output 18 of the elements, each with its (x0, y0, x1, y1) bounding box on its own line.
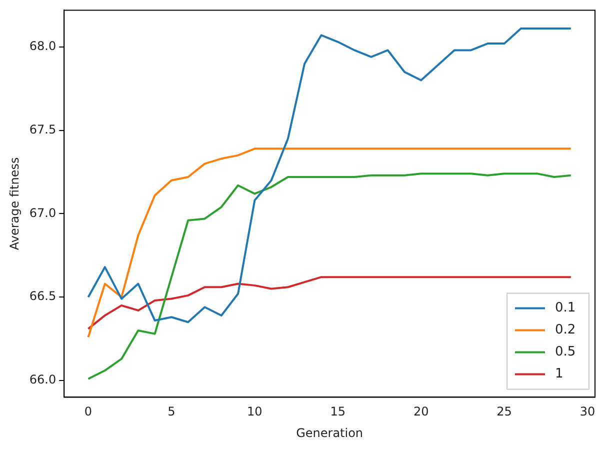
x-tick-label: 30 (580, 404, 596, 419)
y-tick-label: 67.0 (29, 206, 56, 220)
legend-label: 0.2 (555, 322, 576, 338)
y-tick-label: 66.0 (29, 372, 56, 387)
x-tick-label: 10 (247, 404, 262, 419)
legend-label: 1 (555, 366, 564, 382)
y-tick-label: 67.5 (29, 122, 56, 136)
x-tick-label: 5 (168, 404, 176, 419)
y-tick-label: 66.5 (29, 289, 56, 304)
legend-label: 0.1 (555, 300, 576, 316)
x-tick-label: 25 (496, 404, 512, 419)
x-axis-title: Generation (296, 426, 364, 440)
x-tick-label: 15 (330, 404, 346, 419)
y-tick-label: 68.0 (29, 39, 56, 54)
x-tick-label: 0 (84, 404, 92, 419)
y-axis-title: Average fitness (7, 157, 22, 250)
legend-label: 0.5 (555, 344, 576, 360)
x-tick-label: 20 (413, 404, 429, 419)
